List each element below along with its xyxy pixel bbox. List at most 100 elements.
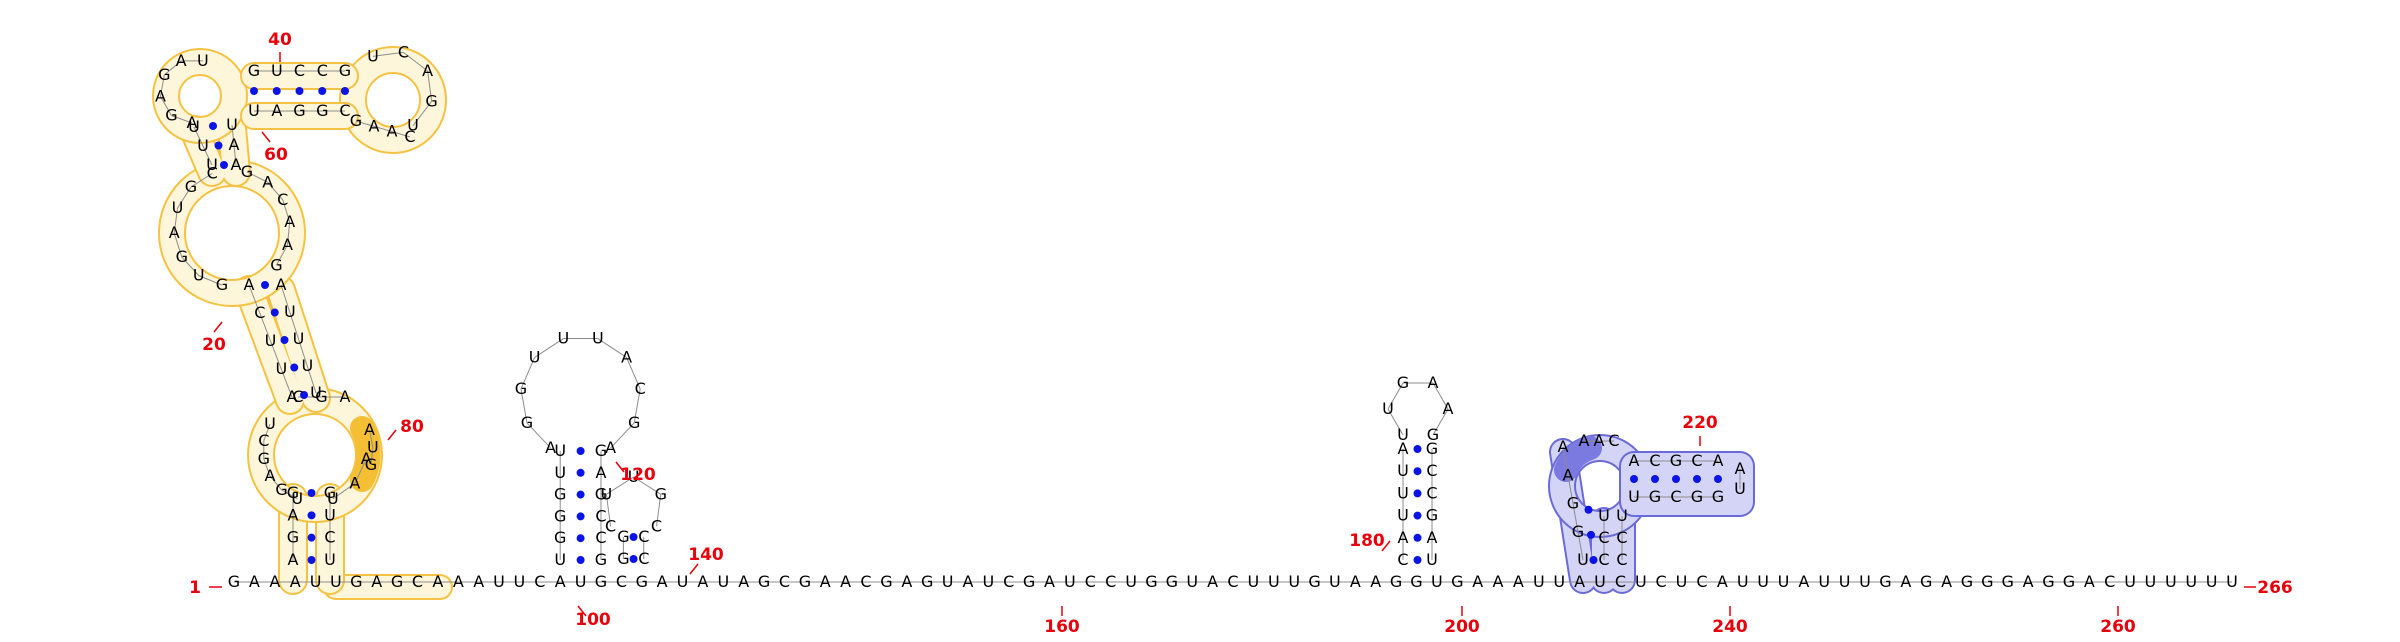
- base-pair-dot: [576, 468, 585, 477]
- base-pair-dot: [214, 141, 223, 150]
- backbone-link: [289, 311, 299, 340]
- backbone-link: [427, 70, 433, 102]
- nucleotide: A: [657, 572, 668, 591]
- backbone-link: [534, 338, 564, 358]
- nucleotide: G: [425, 91, 437, 110]
- base-pair-dot: [1584, 505, 1593, 514]
- backbone-link: [263, 423, 271, 442]
- position-number-200: 200: [1444, 617, 1480, 637]
- backbone-link: [263, 458, 271, 477]
- nucleotide: A: [1493, 572, 1504, 591]
- nucleotide: G: [315, 387, 327, 406]
- position-number-100: 100: [575, 610, 611, 630]
- nucleotide: C: [258, 431, 269, 450]
- base-pair-dot: [220, 161, 228, 169]
- position-number-260: 260: [2100, 617, 2136, 637]
- backbone-link: [286, 221, 291, 246]
- nucleotide: G: [1451, 572, 1463, 591]
- position-number-40: 40: [268, 30, 292, 50]
- nucleotide: U: [226, 115, 238, 134]
- nucleotide: G: [554, 506, 566, 525]
- nucleotide: A: [387, 122, 398, 141]
- backbone-link: [633, 476, 662, 495]
- nucleotide: A: [364, 420, 375, 439]
- nucleotide: G: [1390, 572, 1402, 591]
- nucleotide: U: [982, 572, 994, 591]
- base-pair-dot: [576, 512, 585, 521]
- nucleotide: A: [621, 347, 632, 366]
- nucleotide: A: [473, 572, 484, 591]
- base-pair-dot: [1589, 556, 1598, 564]
- nucleotide: C: [412, 572, 423, 591]
- nucleotide: C: [339, 101, 350, 120]
- backbone-link: [233, 144, 237, 166]
- base-pair-dot: [307, 489, 316, 497]
- base-pair-dot: [1693, 475, 1701, 483]
- position-number-120: 120: [620, 465, 656, 485]
- base-pair-dot: [1630, 475, 1638, 483]
- nucleotide: C: [779, 572, 790, 591]
- nucleotide: U: [1288, 572, 1300, 591]
- nucleotide: U: [554, 463, 566, 482]
- nucleotide: A: [963, 572, 974, 591]
- base-pair-dot: [250, 87, 258, 95]
- nucleotide: C: [651, 516, 662, 535]
- nucleotide: A: [1398, 439, 1409, 458]
- nucleotide: A: [697, 572, 708, 591]
- nucleotide: U: [1248, 572, 1260, 591]
- nucleotide: U: [2165, 572, 2177, 591]
- nucleotide: G: [1166, 572, 1178, 591]
- base-pair-dot: [295, 87, 304, 95]
- backbone-link: [163, 60, 182, 76]
- nucleotide: C: [1608, 431, 1619, 450]
- nucleotide: U: [248, 101, 260, 120]
- nucleotide: G: [617, 527, 629, 546]
- base-pair-dot: [576, 556, 585, 564]
- nucleotide: G: [248, 61, 260, 80]
- nucleotide: G: [1961, 572, 1973, 591]
- nucleotide: A: [361, 449, 372, 468]
- nucleotide: G: [595, 441, 607, 460]
- base-pair-dot: [1413, 511, 1422, 520]
- nucleotide: C: [860, 572, 871, 591]
- nucleotide: G: [216, 275, 228, 294]
- nucleotide: U: [592, 329, 604, 348]
- nucleotide: G: [287, 483, 299, 502]
- nucleotide: A: [288, 550, 299, 569]
- position-tick: [213, 321, 223, 333]
- position-number-20: 20: [202, 335, 226, 355]
- nucleotide: U: [1397, 506, 1409, 525]
- base-pair-dot: [280, 336, 289, 344]
- nucleotide: A: [169, 223, 180, 242]
- nucleotide: C: [1656, 572, 1667, 591]
- nucleotide: C: [292, 387, 303, 406]
- backbone-link: [369, 430, 374, 448]
- nucleotide: A: [287, 387, 298, 406]
- yellow-cap-stem: [242, 64, 357, 128]
- nucleotide: G: [2001, 572, 2013, 591]
- nucleotide: A: [231, 155, 242, 174]
- nucleotide: A: [288, 505, 299, 524]
- nucleotide: U: [1533, 572, 1545, 591]
- nucleotide: A: [901, 572, 912, 591]
- position-number-60: 60: [264, 145, 288, 165]
- nucleotide: A: [1472, 572, 1483, 591]
- backbone-link: [1577, 531, 1584, 561]
- nucleotide: G: [636, 572, 648, 591]
- base-pair-dot: [209, 122, 217, 130]
- nucleotide: U: [293, 329, 305, 348]
- nucleotide: C: [404, 127, 415, 146]
- nucleotide: G: [165, 106, 177, 125]
- position-number-240: 240: [1712, 617, 1748, 637]
- nucleotide: G: [350, 111, 362, 130]
- nucleotide: U: [1859, 572, 1871, 591]
- nucleotide: C: [294, 61, 305, 80]
- nucleotide: U: [1125, 572, 1137, 591]
- position-tick: [689, 563, 699, 575]
- backbone-link: [173, 208, 178, 234]
- backbone-link: [171, 115, 193, 124]
- nucleotide: U: [514, 572, 526, 591]
- nucleotide: C: [534, 572, 545, 591]
- backbone-link: [354, 458, 367, 484]
